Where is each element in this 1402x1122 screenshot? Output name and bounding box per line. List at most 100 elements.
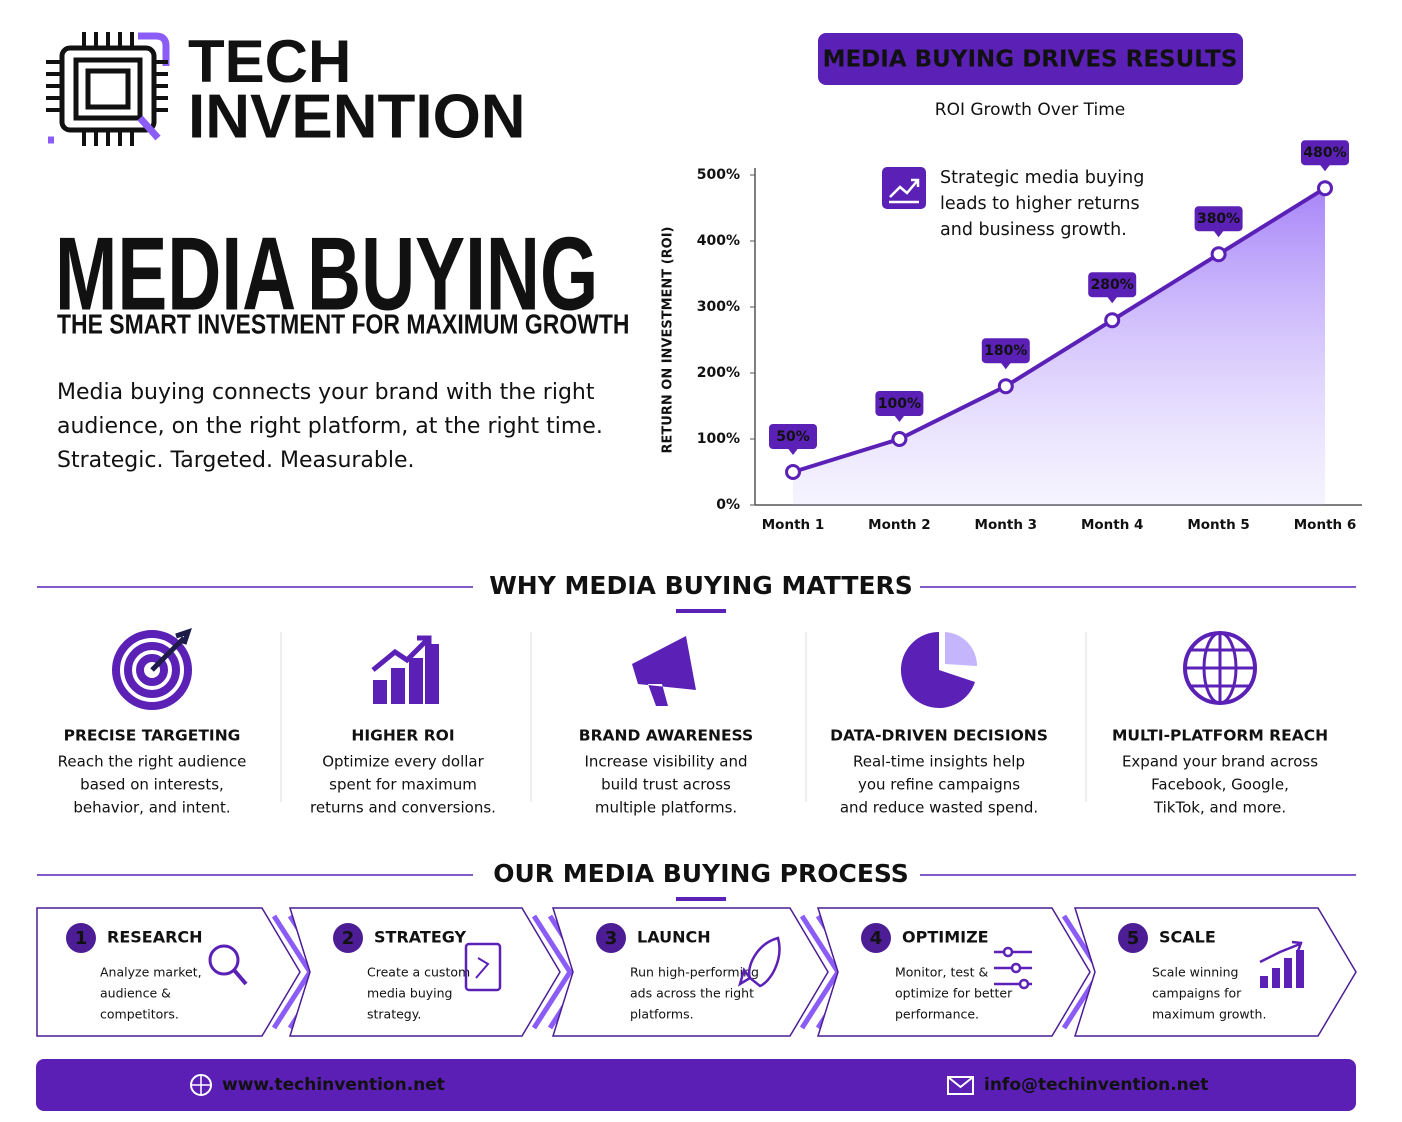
icon-arrow <box>1259 940 1303 964</box>
icon-target <box>124 642 180 698</box>
hero-title-2: BUYING <box>307 217 598 333</box>
step-number: 4 <box>870 928 883 949</box>
value-label: 100% <box>878 396 921 412</box>
chip-inner <box>85 68 131 110</box>
step-text: Run high-performing <box>630 965 759 980</box>
icon-clipboard <box>475 957 490 979</box>
icon-bar <box>373 680 387 704</box>
why-text: TikTok, and more. <box>1153 799 1286 817</box>
step-number: 1 <box>75 928 88 949</box>
value-label: 380% <box>1197 211 1240 227</box>
brand-line-2: INVENTION <box>188 82 526 151</box>
step-text: Scale winning <box>1152 965 1238 980</box>
heading-underline <box>676 609 726 613</box>
value-label: 50% <box>776 429 810 445</box>
why-text: Optimize every dollar <box>322 753 484 771</box>
y-axis-label: RETURN ON INVESTMENT (ROI) <box>661 227 676 454</box>
icon-target <box>136 654 168 686</box>
why-text: Expand your brand across <box>1122 753 1318 771</box>
step-text: platforms. <box>630 1007 694 1022</box>
step-text: optimize for better <box>895 986 1013 1001</box>
step-number-badge <box>596 923 626 953</box>
why-title: DATA-DRIVEN DECISIONS <box>830 727 1048 745</box>
icon-arrow <box>150 628 192 672</box>
why-title: MULTI-PLATFORM REACH <box>1112 727 1328 745</box>
value-label-pointer <box>1107 296 1118 304</box>
y-tick-label: 400% <box>697 233 740 249</box>
icon-bar <box>1296 950 1304 988</box>
mail-icon <box>947 1076 974 1095</box>
point <box>997 378 1014 395</box>
step-title: RESEARCH <box>107 928 203 947</box>
step-box <box>36 907 301 1037</box>
value-label: 480% <box>1303 145 1346 161</box>
step-number-badge <box>1118 923 1148 953</box>
icon-slider <box>1010 962 1022 974</box>
hero-description: Media buying connects your brand with th… <box>57 380 595 405</box>
footer-bar <box>36 1059 1356 1111</box>
area <box>793 188 1325 505</box>
hero-title-1: MEDIA <box>55 217 296 333</box>
step-title: SCALE <box>1159 928 1216 947</box>
x-tick-label: Month 2 <box>868 517 930 533</box>
value-label-pointer <box>788 448 798 455</box>
step-text: Create a custom <box>367 965 470 980</box>
step-title: OPTIMIZE <box>902 928 989 947</box>
icon-search <box>232 968 248 986</box>
icon-bar <box>409 658 423 704</box>
icon-slider <box>1018 978 1030 990</box>
value-label-box <box>981 338 1030 364</box>
icon-bar <box>1284 958 1292 988</box>
step-number-badge <box>66 923 96 953</box>
step-number-badge <box>861 923 891 953</box>
x-tick-label: Month 5 <box>1187 517 1249 533</box>
y-tick-label: 100% <box>697 431 740 447</box>
y-tick-label: 500% <box>697 167 740 183</box>
why-title: HIGHER ROI <box>351 727 454 745</box>
icon-bar <box>391 668 405 704</box>
step-number: 2 <box>342 928 355 949</box>
value-label-pointer <box>1000 362 1011 370</box>
step-text: audience & <box>100 986 171 1001</box>
logo-icon <box>46 32 170 146</box>
x-tick-label: Month 4 <box>1081 517 1143 533</box>
value-label-box <box>1301 140 1349 166</box>
why-text: based on interests, <box>80 776 224 794</box>
step-text: Analyze market, <box>100 965 202 980</box>
value-label-pointer <box>894 415 905 422</box>
step-title: LAUNCH <box>637 928 711 947</box>
annotation-text: and business growth. <box>940 220 1127 240</box>
why-text: behavior, and intent. <box>73 799 230 817</box>
chart-subtitle: ROI Growth Over Time <box>935 100 1125 120</box>
step-text: performance. <box>895 1007 979 1022</box>
point <box>1210 246 1227 263</box>
hero-subtitle-wrap: THE SMART INVESTMENT FOR MAXIMUM GROWTH <box>57 309 629 340</box>
chart-title: MEDIA BUYING DRIVES RESULTS <box>823 47 1238 73</box>
chip-accent <box>48 32 170 144</box>
hero-title: MEDIA BUYING <box>55 217 598 333</box>
icon-arrow <box>371 635 432 672</box>
hero-subtitle: THE SMART INVESTMENT FOR MAXIMUM GROWTH <box>57 309 629 340</box>
why-title: PRECISE TARGETING <box>64 727 241 745</box>
step-number-badge <box>333 923 363 953</box>
value-label-box <box>769 424 817 449</box>
icon-search <box>208 944 240 976</box>
why-title: BRAND AWARENESS <box>579 727 753 745</box>
value-label: 280% <box>1091 277 1134 293</box>
why-text: Facebook, Google, <box>1151 776 1289 794</box>
value-label-box <box>1088 272 1137 298</box>
step-text: media buying <box>367 986 453 1001</box>
why-text: returns and conversions. <box>310 799 496 817</box>
annotation-text: leads to higher returns <box>940 194 1140 214</box>
why-text: Real-time insights help <box>853 753 1025 771</box>
value-label-box <box>1194 206 1243 232</box>
value-label: 180% <box>984 343 1027 359</box>
mail-icon <box>947 1076 974 1089</box>
icon-slider <box>1002 946 1014 958</box>
footer-website: www.techinvention.net <box>222 1075 445 1095</box>
icon-bar <box>425 644 439 704</box>
hero-description: audience, on the right platform, at the … <box>57 414 603 439</box>
annotation-icon <box>882 167 926 209</box>
y-tick-label: 200% <box>697 365 740 381</box>
